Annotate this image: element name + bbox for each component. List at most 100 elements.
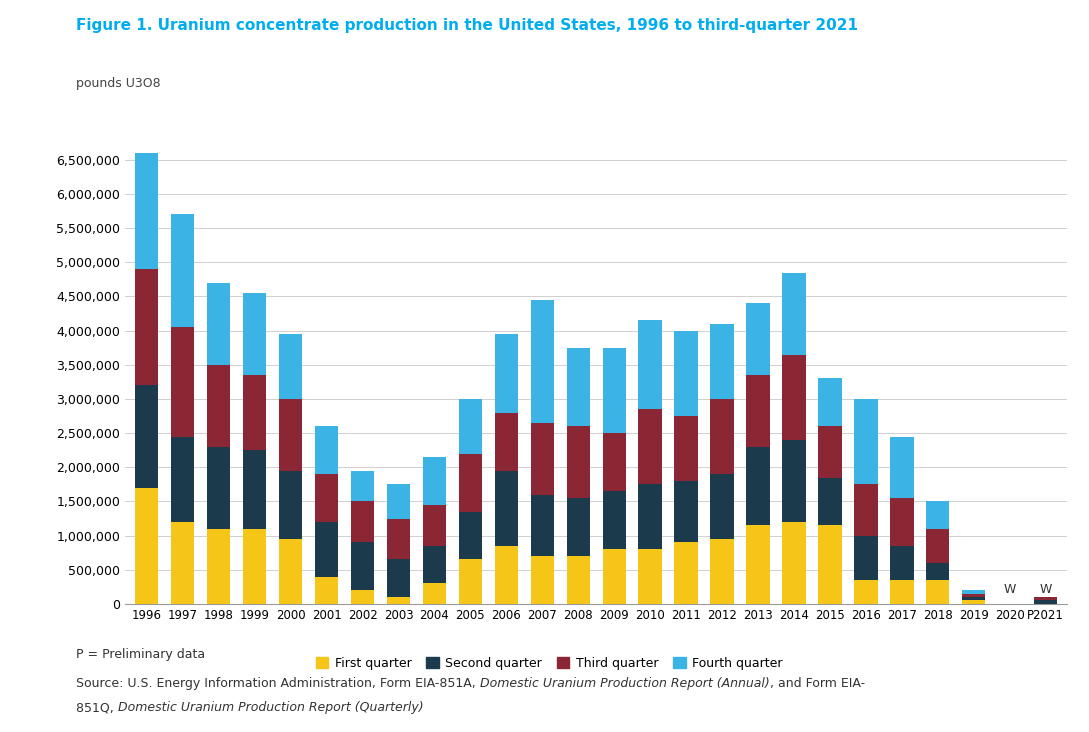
Bar (818, 526, 842, 604)
Bar (782, 354, 806, 440)
Bar (782, 440, 806, 522)
Bar (458, 454, 482, 512)
Bar (746, 526, 770, 604)
Bar (351, 501, 375, 542)
Bar (315, 522, 339, 577)
Bar (710, 539, 734, 604)
Text: Domestic Uranium Production Report (Annual): Domestic Uranium Production Report (Annu… (480, 677, 770, 690)
Bar (530, 300, 554, 423)
Bar (207, 283, 231, 365)
Bar (818, 477, 842, 526)
Bar (746, 303, 770, 375)
Bar (926, 529, 950, 563)
Bar (315, 577, 339, 604)
Text: P = Preliminary data: P = Preliminary data (76, 648, 206, 661)
Bar (710, 324, 734, 399)
Bar (530, 495, 554, 556)
Bar (674, 542, 698, 604)
Text: , and Form EIA-: , and Form EIA- (770, 677, 865, 690)
Bar (315, 474, 339, 522)
Bar (602, 491, 626, 549)
Bar (387, 518, 411, 559)
Text: Source: U.S. Energy Information Administration, Form EIA-851A,: Source: U.S. Energy Information Administ… (76, 677, 480, 690)
Text: 851Q,: 851Q, (76, 701, 118, 714)
Bar (387, 597, 411, 604)
Bar (351, 471, 375, 501)
Bar (351, 542, 375, 590)
Bar (530, 556, 554, 604)
Bar (890, 546, 914, 580)
Bar (279, 539, 303, 604)
Bar (710, 474, 734, 539)
Bar (602, 348, 626, 433)
Bar (566, 348, 590, 426)
Bar (243, 450, 267, 529)
Bar (638, 485, 662, 549)
Bar (746, 375, 770, 447)
Bar (458, 559, 482, 604)
Bar (566, 556, 590, 604)
Bar (782, 272, 806, 354)
Bar (494, 413, 518, 471)
Bar (135, 488, 159, 604)
Bar (962, 600, 986, 604)
Text: W: W (1040, 583, 1052, 596)
Bar (243, 293, 267, 375)
Bar (207, 365, 231, 447)
Bar (135, 269, 159, 385)
Text: Figure 1. Uranium concentrate production in the United States, 1996 to third-qua: Figure 1. Uranium concentrate production… (76, 18, 858, 33)
Bar (710, 399, 734, 474)
Bar (207, 529, 231, 604)
Bar (890, 498, 914, 546)
Bar (926, 501, 950, 529)
Bar (746, 447, 770, 526)
Bar (854, 399, 878, 485)
Bar (890, 436, 914, 498)
Bar (279, 399, 303, 471)
Bar (854, 580, 878, 604)
Bar (171, 522, 195, 604)
Bar (602, 433, 626, 491)
Bar (243, 375, 267, 450)
Bar (926, 580, 950, 604)
Bar (494, 471, 518, 546)
Bar (423, 457, 446, 505)
Bar (458, 512, 482, 559)
Legend: First quarter, Second quarter, Third quarter, Fourth quarter: First quarter, Second quarter, Third qua… (310, 651, 787, 675)
Bar (351, 590, 375, 604)
Bar (387, 485, 411, 518)
Bar (638, 549, 662, 604)
Bar (818, 378, 842, 426)
Bar (962, 594, 986, 597)
Bar (1033, 600, 1057, 604)
Bar (458, 399, 482, 454)
Bar (315, 426, 339, 474)
Bar (674, 481, 698, 542)
Bar (638, 409, 662, 485)
Bar (638, 321, 662, 409)
Bar (171, 436, 195, 522)
Bar (602, 549, 626, 604)
Bar (423, 583, 446, 604)
Bar (135, 385, 159, 488)
Bar (962, 590, 986, 594)
Bar (423, 505, 446, 546)
Bar (854, 536, 878, 580)
Bar (387, 559, 411, 597)
Bar (423, 546, 446, 583)
Bar (494, 334, 518, 413)
Bar (494, 546, 518, 604)
Bar (890, 580, 914, 604)
Bar (566, 426, 590, 498)
Bar (782, 522, 806, 604)
Text: Domestic Uranium Production Report (Quarterly): Domestic Uranium Production Report (Quar… (118, 701, 424, 714)
Bar (207, 447, 231, 529)
Bar (171, 214, 195, 327)
Bar (243, 529, 267, 604)
Bar (926, 563, 950, 580)
Bar (566, 498, 590, 556)
Bar (530, 423, 554, 495)
Bar (1033, 597, 1057, 600)
Bar (171, 327, 195, 436)
Text: W: W (1003, 583, 1016, 596)
